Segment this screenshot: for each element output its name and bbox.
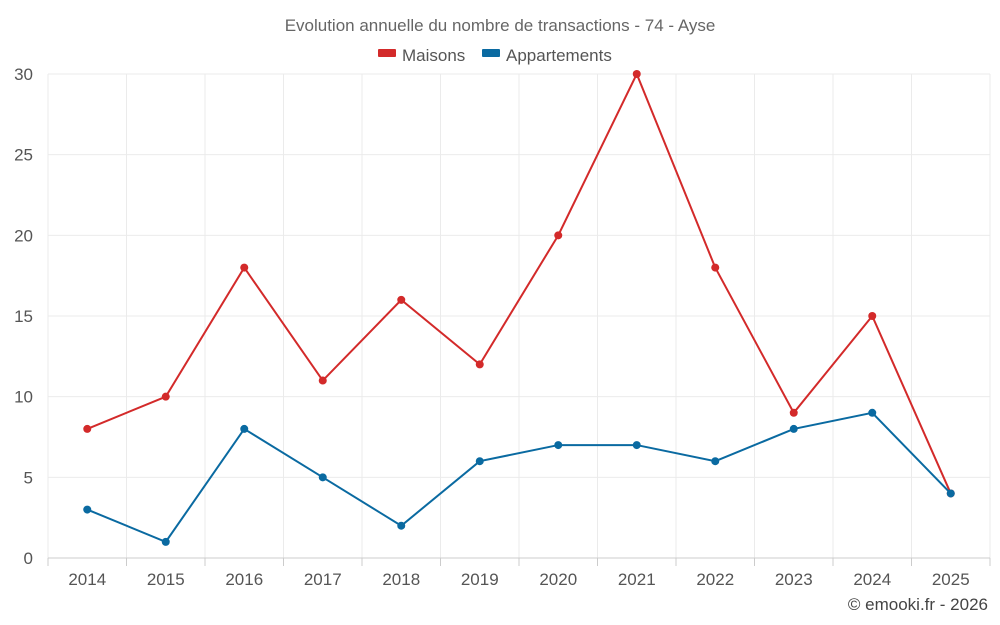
y-tick-label: 10 — [14, 388, 33, 407]
series-group — [83, 70, 955, 546]
data-point-maisons[interactable] — [868, 312, 877, 320]
data-point-appartements[interactable] — [632, 441, 641, 450]
data-point-appartements[interactable] — [946, 489, 955, 498]
data-point-appartements[interactable] — [789, 424, 798, 433]
data-point-appartements[interactable] — [397, 521, 406, 530]
data-point-maisons[interactable] — [397, 295, 406, 304]
data-point-appartements[interactable] — [711, 457, 720, 466]
credit-text: © emooki.fr - 2026 — [847, 595, 988, 614]
data-point-maisons[interactable] — [632, 70, 641, 78]
x-tick-label: 2023 — [775, 570, 813, 589]
data-point-appartements[interactable] — [240, 424, 249, 433]
y-tick-label: 5 — [24, 468, 33, 487]
x-axis: 2014 2015 2016 2017 2018 2019 2020 2021 2022 2023… — [47, 558, 991, 589]
data-point-maisons[interactable] — [475, 360, 484, 369]
data-point-appartements[interactable] — [475, 457, 484, 466]
x-tick-label: 2025 — [932, 570, 970, 589]
data-point-maisons[interactable] — [83, 424, 92, 433]
data-point-appartements[interactable] — [554, 441, 563, 450]
y-axis: 0 5 10 15 20 25 30 — [14, 65, 33, 568]
y-tick-label: 20 — [14, 226, 33, 245]
legend-label-maisons: Maisons — [402, 46, 465, 65]
y-tick-label: 0 — [24, 549, 33, 568]
data-point-maisons[interactable] — [161, 392, 170, 401]
data-point-appartements[interactable] — [318, 473, 327, 482]
legend-label-appartements: Appartements — [506, 46, 612, 65]
data-point-maisons[interactable] — [711, 263, 720, 272]
chart-title: Evolution annuelle du nombre de transact… — [285, 16, 716, 35]
data-point-appartements[interactable] — [868, 408, 877, 417]
legend-item-maisons[interactable]: Maisons — [378, 46, 465, 65]
y-tick-label: 15 — [14, 307, 33, 326]
x-tick-label: 2015 — [147, 570, 185, 589]
legend-swatch-appartements — [482, 49, 500, 57]
x-tick-label: 2020 — [539, 570, 577, 589]
legend: Maisons Appartements — [378, 46, 612, 65]
y-tick-label: 25 — [14, 146, 33, 165]
grid — [47, 73, 991, 558]
data-point-maisons[interactable] — [554, 231, 563, 240]
x-tick-label: 2014 — [68, 570, 106, 589]
series-line-appartements — [86, 411, 952, 544]
series-line-maisons — [86, 71, 952, 494]
y-tick-label: 30 — [14, 65, 33, 84]
data-point-maisons[interactable] — [789, 408, 798, 417]
x-tick-label: 2022 — [696, 570, 734, 589]
x-tick-label: 2016 — [225, 570, 263, 589]
data-point-appartements[interactable] — [161, 537, 170, 546]
x-tick-label: 2017 — [304, 570, 342, 589]
data-point-maisons[interactable] — [318, 376, 327, 385]
data-point-maisons[interactable] — [240, 263, 249, 272]
legend-item-appartements[interactable]: Appartements — [482, 46, 612, 65]
legend-swatch-maisons — [378, 49, 396, 57]
data-point-appartements[interactable] — [83, 505, 92, 514]
x-tick-label: 2021 — [618, 570, 656, 589]
x-tick-label: 2019 — [461, 570, 499, 589]
x-tick-label: 2024 — [853, 570, 891, 589]
x-tick-label: 2018 — [382, 570, 420, 589]
